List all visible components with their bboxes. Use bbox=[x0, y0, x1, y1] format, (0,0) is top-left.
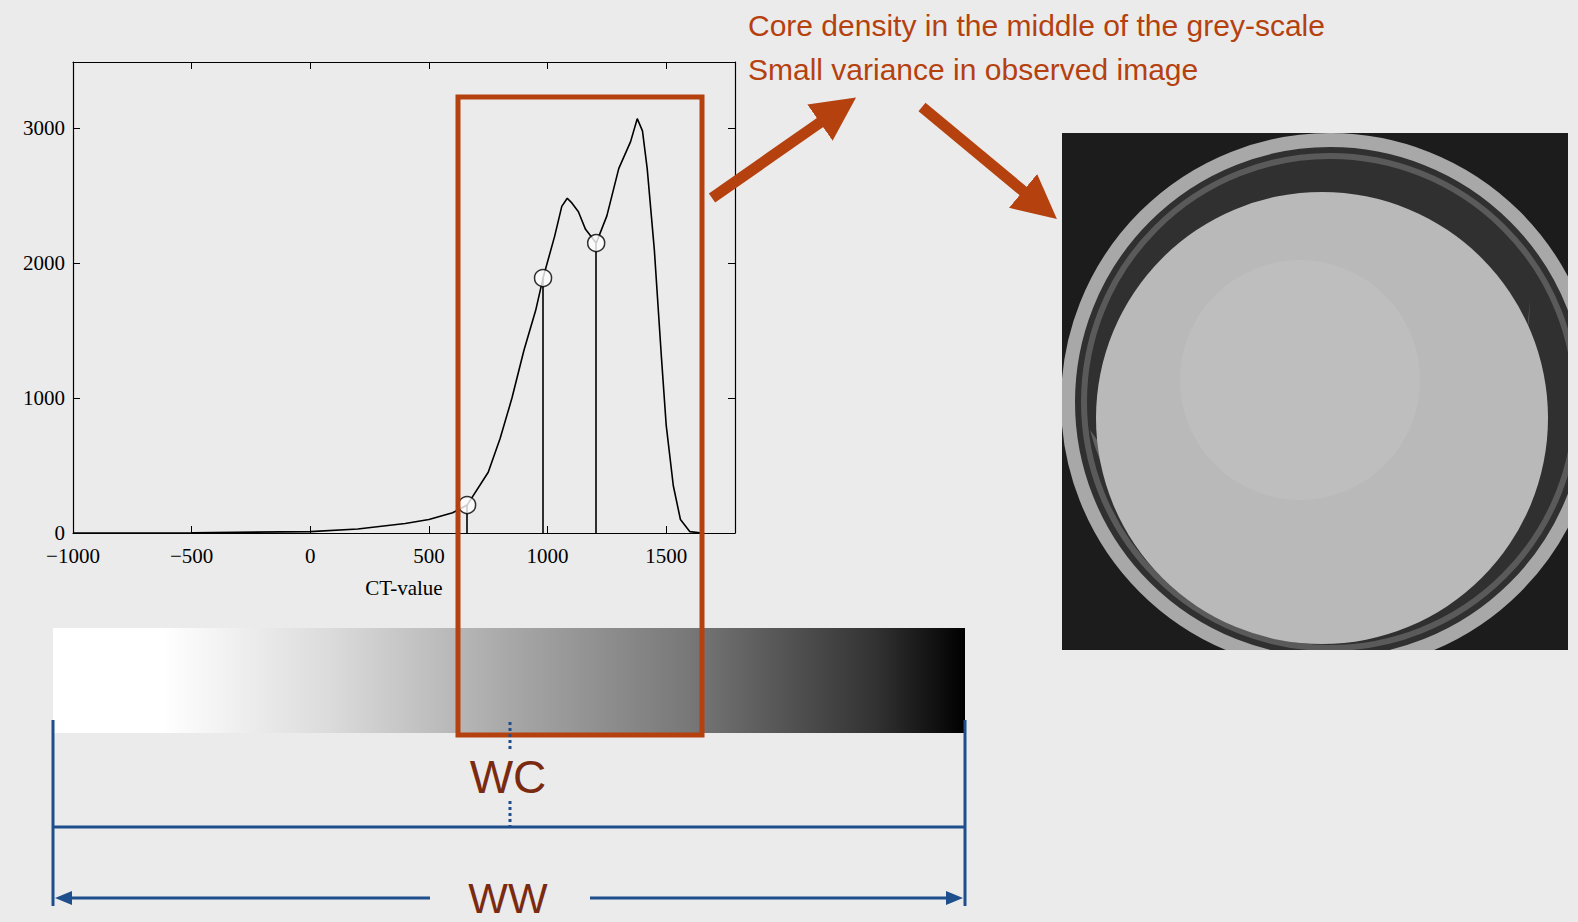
svg-text:WC: WC bbox=[470, 751, 547, 803]
svg-text:Core density in the middle of: Core density in the middle of the grey-s… bbox=[748, 9, 1325, 42]
svg-text:CT-value: CT-value bbox=[365, 576, 442, 600]
svg-text:500: 500 bbox=[413, 544, 445, 568]
svg-text:0: 0 bbox=[55, 521, 66, 545]
svg-text:3000: 3000 bbox=[23, 116, 65, 140]
svg-text:−500: −500 bbox=[170, 544, 213, 568]
svg-text:Small variance in observed ima: Small variance in observed image bbox=[748, 53, 1198, 86]
svg-text:2000: 2000 bbox=[23, 251, 65, 275]
svg-text:−1000: −1000 bbox=[46, 544, 100, 568]
svg-text:1000: 1000 bbox=[527, 544, 569, 568]
svg-text:0: 0 bbox=[305, 544, 316, 568]
svg-text:1000: 1000 bbox=[23, 386, 65, 410]
svg-text:WW: WW bbox=[468, 875, 548, 922]
svg-text:1500: 1500 bbox=[645, 544, 687, 568]
